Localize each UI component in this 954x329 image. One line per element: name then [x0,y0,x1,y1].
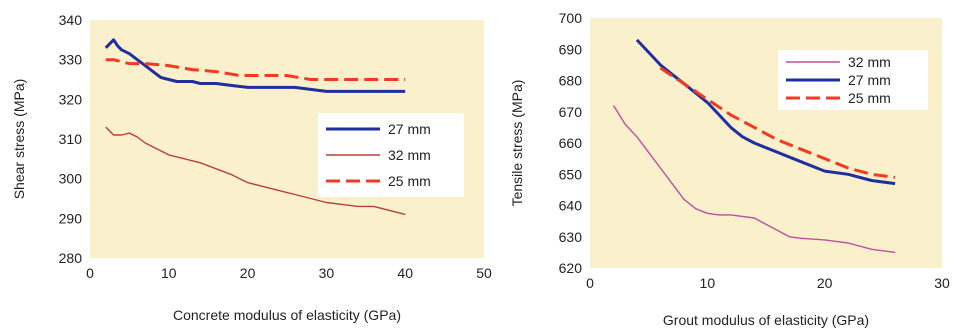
legend-label: 32 mm [848,54,891,70]
legend-label: 27 mm [388,121,431,137]
y-tick-label: 310 [59,131,83,147]
y-tick-label: 680 [559,73,583,89]
x-tick-label: 40 [397,265,413,281]
legend-label: 25 mm [848,90,891,106]
shear-stress-chart: 280 290 300 310 320 330 340 0 10 20 30 40 50 Concrete… [11,12,492,323]
y-tick-label: 640 [559,198,583,214]
x-tick-label: 50 [476,265,492,281]
y-tick-label: 620 [559,260,583,276]
y-tick-label: 660 [559,135,583,151]
y-tick-label: 700 [559,10,583,26]
y-axis-label: Tensile stress (MPa) [509,80,525,207]
y-tick-label: 630 [559,229,583,245]
x-axis-label: Concrete modulus of elasticity (GPa) [173,307,401,323]
series-line-27-mm [635,38,896,186]
x-tick-label: 30 [319,265,335,281]
series-line-25-mm [659,66,896,179]
legend-label: 32 mm [388,147,431,163]
legend-label: 27 mm [848,72,891,88]
series-line-25-mm [105,58,406,81]
series-line-32-mm [105,126,406,216]
y-tick-label: 300 [59,171,83,187]
x-tick-label: 10 [700,275,716,291]
x-tick-label: 20 [817,275,833,291]
x-tick-label: 20 [240,265,256,281]
x-tick-label: 30 [934,275,950,291]
y-tick-label: 340 [59,12,83,28]
tensile-stress-chart: 620 630 640 650 660 670 680 690 700 0 10 20 30 Grout … [509,10,950,328]
legend-label: 25 mm [388,173,431,189]
y-tick-label: 670 [559,104,583,120]
y-axis-label: Shear stress (MPa) [11,79,27,200]
y-tick-label: 290 [59,210,83,226]
x-tick-label: 0 [586,275,594,291]
series-line-27-mm [104,38,406,93]
y-tick-label: 690 [559,41,583,57]
x-tick-label: 10 [161,265,177,281]
x-axis-label: Grout modulus of elasticity (GPa) [663,312,869,328]
y-tick-label: 280 [59,250,83,266]
y-tick-label: 330 [59,52,83,68]
series-line-32-mm [612,105,896,254]
y-tick-label: 320 [59,91,83,107]
x-tick-label: 0 [86,265,94,281]
y-tick-label: 650 [559,166,583,182]
